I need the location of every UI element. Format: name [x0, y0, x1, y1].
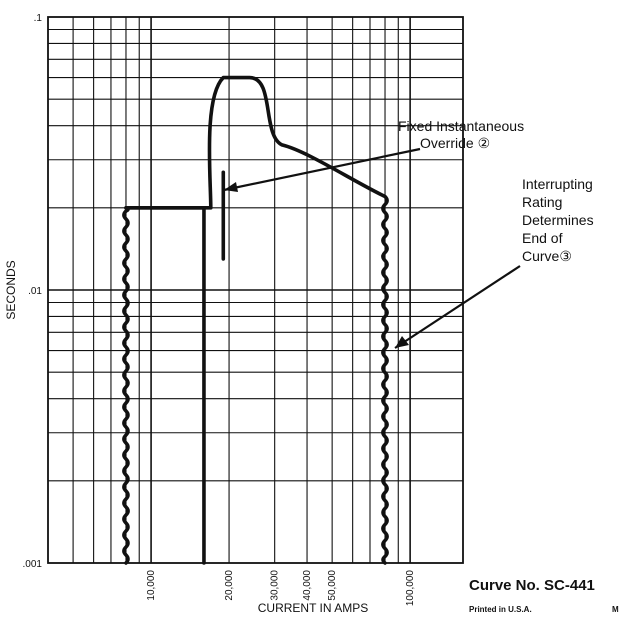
- annotation-interrupt-line-2: Rating: [522, 194, 562, 210]
- y-tick-label: .1: [34, 13, 43, 24]
- x-tick-label: 30,000: [270, 570, 281, 601]
- annotation-interrupt-line-3: Determines: [522, 212, 594, 228]
- axis-ticks: 10,000 20,000 30,000 40,000 50,000 100,000 .1.…: [23, 13, 417, 606]
- y-tick-label: .01: [28, 286, 42, 297]
- trip-curve-step: [124, 206, 206, 565]
- x-tick-label: 10,000: [146, 570, 157, 601]
- annotation-interrupting: Interrupting Rating Determines End of Cu…: [394, 176, 594, 349]
- x-axis-label: CURRENT IN AMPS: [258, 601, 368, 615]
- trip-curves: [122, 75, 389, 565]
- printed-note: Printed in U.S.A.: [469, 605, 532, 614]
- annotation-override-line-1: Fixed Instantaneous: [398, 118, 524, 134]
- trip-curve-main: [122, 75, 389, 565]
- curve-number: Curve No. SC-441: [469, 577, 595, 594]
- x-tick-label: 20,000: [224, 570, 235, 601]
- annotation-interrupt-line-1: Interrupting: [522, 176, 593, 192]
- annotation-override: Fixed Instantaneous Override ②: [223, 118, 524, 192]
- footer-extra: M: [612, 605, 619, 614]
- x-tick-label: 50,000: [327, 570, 338, 601]
- override-arrow: [223, 147, 421, 192]
- annotation-interrupt-line-4: End of: [522, 230, 563, 246]
- interrupt-arrowhead: [395, 336, 409, 348]
- y-tick-label: .001: [23, 559, 43, 570]
- x-tick-label: 40,000: [302, 570, 313, 601]
- x-tick-label: 100,000: [405, 570, 416, 607]
- annotation-interrupt-line-5: Curve③: [522, 248, 572, 264]
- plot-frame: [47, 16, 464, 564]
- interrupt-arrow: [394, 265, 521, 349]
- override-arrowhead: [224, 182, 238, 192]
- chart-grid: [48, 17, 463, 563]
- annotation-override-line-2: Override ②: [420, 135, 490, 151]
- y-axis-label: SECONDS: [4, 260, 18, 319]
